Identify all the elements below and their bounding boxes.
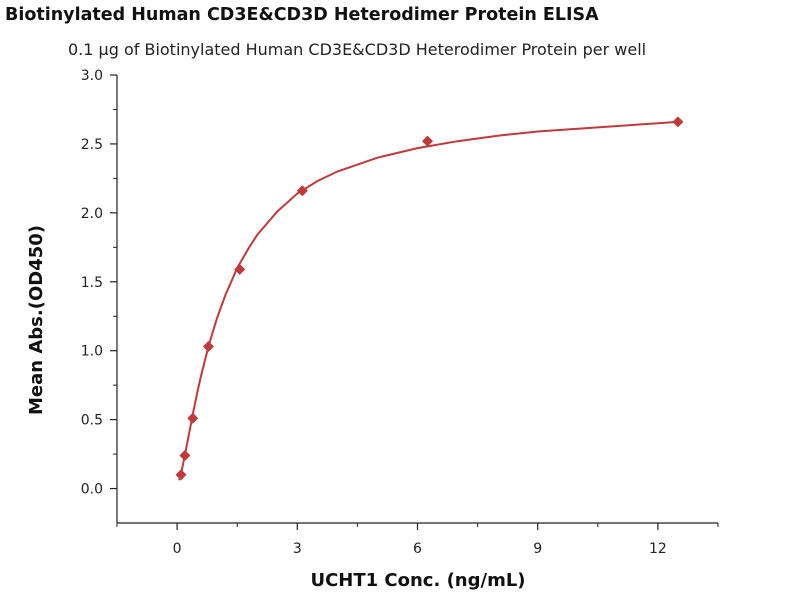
y-tick-label: 1.5 — [81, 275, 103, 291]
y-tick-label: 0.0 — [81, 482, 103, 498]
fit-curve — [178, 120, 678, 481]
y-tick-label: 1.0 — [81, 344, 103, 360]
data-point-diamond — [179, 449, 191, 461]
data-point-diamond — [234, 263, 246, 275]
x-tick-label: 0 — [173, 541, 182, 557]
data-points — [175, 116, 684, 481]
x-tick-label: 9 — [533, 541, 542, 557]
x-tick-label: 3 — [293, 541, 302, 557]
x-tick-label: 12 — [649, 541, 667, 557]
data-point-diamond — [202, 341, 214, 353]
y-axis-title: Mean Abs.(OD450) — [26, 225, 47, 415]
data-point-diamond — [187, 412, 199, 424]
chart-subtitle: 0.1 μg of Biotinylated Human CD3E&CD3D H… — [68, 40, 646, 59]
x-axis-title: UCHT1 Conc. (ng/mL) — [310, 570, 525, 591]
y-axis-ticks: 0.0 0.5 1.0 1.5 2.0 2.5 3.0 — [81, 68, 117, 498]
data-point-diamond — [175, 469, 187, 481]
data-point-diamond — [672, 116, 684, 128]
y-tick-label: 3.0 — [81, 68, 103, 84]
y-tick-label: 2.0 — [81, 206, 103, 222]
axes — [116, 75, 718, 524]
y-tick-label: 0.5 — [81, 413, 103, 429]
data-point-diamond — [296, 185, 308, 197]
chart-title: Biotinylated Human CD3E&CD3D Heterodimer… — [5, 5, 599, 25]
y-tick-label: 2.5 — [81, 137, 103, 153]
x-axis-ticks: 0 3 6 9 12 — [116, 523, 719, 557]
data-point-diamond — [422, 135, 434, 147]
x-tick-label: 6 — [413, 541, 422, 557]
